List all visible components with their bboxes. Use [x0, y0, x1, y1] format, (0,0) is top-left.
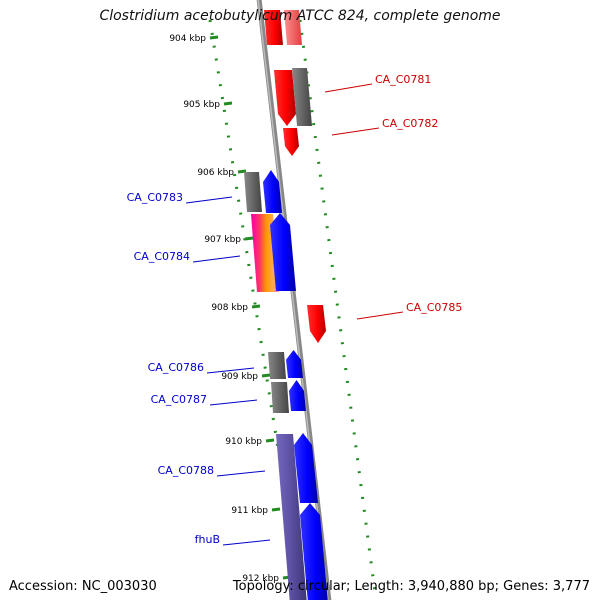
tick-label: 906 kbp [197, 168, 234, 178]
tick-mark [223, 101, 233, 106]
accession-text: Accession: NC_003030 [9, 579, 157, 594]
label-leader-line [209, 399, 258, 406]
label-leader-line [356, 311, 404, 320]
tick-label: 907 kbp [204, 235, 241, 245]
cds-block-purple [276, 434, 307, 600]
gene-label-ca-c0787[interactable]: CA_C0787 [151, 393, 207, 406]
cds-block-gray [268, 352, 286, 379]
gene-feature-partial [284, 10, 302, 45]
gene-features [244, 10, 328, 600]
label-leader-line [216, 470, 266, 477]
tick-mark [265, 438, 275, 443]
tick-marks: 904 kbp 905 kbp 906 kbp 907 kbp 908 kbp 909 k… [169, 34, 292, 584]
map-title: Clostridium acetobutylicum ATCC 824, com… [99, 8, 501, 24]
tick-label: 908 kbp [211, 303, 248, 313]
tick-mark [209, 35, 219, 40]
gene-label-ca-c0783[interactable]: CA_C0783 [127, 191, 183, 204]
label-leader-line [324, 83, 373, 93]
tick-label: 911 kbp [231, 506, 268, 516]
gene-arrow-forward [294, 433, 318, 503]
tick-mark [251, 304, 261, 309]
tick-label: 909 kbp [221, 372, 258, 382]
label-leader-line [222, 539, 271, 546]
cds-block-gray [271, 382, 289, 413]
tick-label: 904 kbp [169, 34, 206, 44]
tick-label: 912 kbp [242, 574, 279, 584]
cds-block-gray [292, 68, 312, 126]
gene-label-ca-c0785[interactable]: CA_C0785 [406, 301, 462, 314]
gene-arrow-forward [289, 380, 306, 411]
genome-backbone-highlight [257, 0, 329, 600]
tick-mark [271, 507, 281, 512]
tick-label: 905 kbp [183, 100, 220, 110]
gene-label-ca-c0782[interactable]: CA_C0782 [382, 117, 438, 130]
gene-arrow-reverse [283, 128, 299, 156]
gene-arrow-reverse [274, 70, 296, 126]
label-leader-line [206, 367, 255, 374]
tick-mark [261, 373, 271, 378]
gene-feature-partial [264, 10, 283, 45]
gene-label-ca-c0788[interactable]: CA_C0788 [158, 464, 214, 477]
tick-mark [237, 169, 247, 174]
label-leader-line [192, 255, 241, 263]
label-leader-line [331, 127, 380, 136]
gene-arrow-forward [263, 170, 282, 213]
gene-labels: CA_C0781 CA_C0782 CA_C0783 CA_C0784 CA_C0785… [127, 73, 463, 546]
gene-label-ca-c0786[interactable]: CA_C0786 [148, 361, 204, 374]
gene-arrow-reverse [307, 305, 326, 343]
tick-label: 910 kbp [225, 437, 262, 447]
genome-summary-text: Topology: circular; Length: 3,940,880 bp… [232, 579, 590, 594]
gene-arrow-forward [300, 503, 328, 600]
genome-backbone [256, 0, 332, 600]
gene-label-ca-c0781[interactable]: CA_C0781 [375, 73, 431, 86]
cds-block-gray [244, 172, 262, 212]
label-leader-line [185, 196, 233, 204]
gene-label-fhub[interactable]: fhuB [195, 533, 220, 546]
tick-mark [244, 236, 254, 241]
gene-label-ca-c0784[interactable]: CA_C0784 [134, 250, 190, 263]
gene-arrow-forward [286, 350, 303, 378]
gene-arrow-forward [270, 213, 296, 291]
